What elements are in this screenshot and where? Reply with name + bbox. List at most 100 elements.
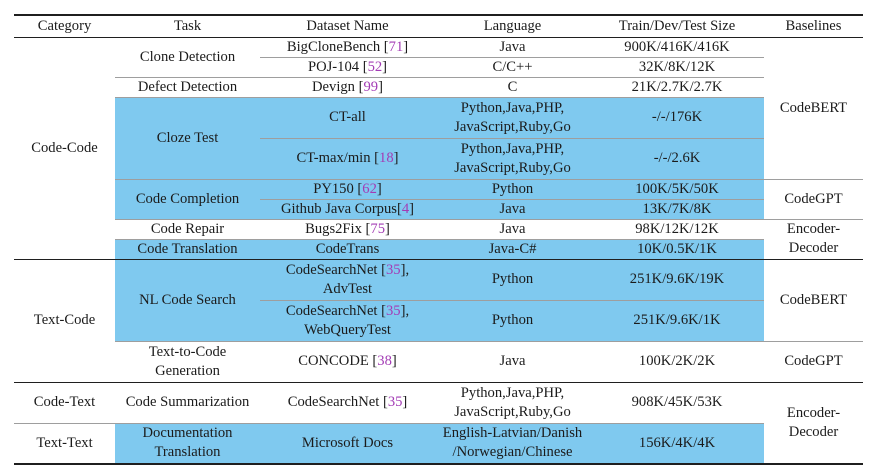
bracket: ], (400, 261, 410, 278)
task-clone-detection: Clone Detection (115, 37, 260, 77)
bracket: ] (403, 38, 409, 55)
citation-75[interactable]: 75 (370, 220, 385, 237)
bracket: ] (409, 200, 414, 217)
dataset-label: PY150 [ (313, 180, 363, 197)
baseline-codegpt: CodeGPT (764, 178, 863, 219)
table-row: POJ-104 [52] C/C++ 32K/8K/12K (14, 56, 863, 77)
size-cell: 13K/7K/8K (590, 198, 764, 219)
task-label: Clone Detection (139, 48, 236, 65)
dataset-concode: CONCODE [38] (260, 340, 435, 382)
size-cell: 100K/2K/2K (590, 340, 764, 382)
size-cell: 908K/45K/53K (590, 381, 764, 423)
dataset-ct-all: CT-all (260, 96, 435, 138)
task-nl-code-search: NL Code Search (115, 258, 260, 341)
language-cell: Python (435, 178, 590, 199)
table-row: Code Completion PY150 [62] Python 100K/5… (14, 178, 863, 219)
dataset-label: CT-max/min [ (296, 150, 380, 166)
baseline-codegpt: CodeGPT (764, 340, 863, 382)
benchmark-table: Category Task Dataset Name Language Trai… (14, 14, 863, 465)
bracket: ] (393, 150, 399, 166)
dataset-label: Bugs2Fix [ (305, 220, 371, 237)
task-text-to-code-generation: Text-to-Code Generation (115, 340, 260, 382)
table-row: Code Repair Bugs2Fix [75] Java 98K/12K/1… (14, 218, 863, 259)
size-cell: 100K/5K/50K (590, 178, 764, 199)
header-row: Category Task Dataset Name Language Trai… (14, 15, 863, 38)
dataset-label: BigCloneBench [ (286, 38, 389, 55)
language-cell: Python,Java,PHP, JavaScript,Ruby,Go (435, 381, 590, 423)
table-row: Code-Code Clone Detection BigCloneBench … (14, 37, 863, 156)
language-cell: Java (435, 218, 590, 239)
language-cell: Python,Java,PHP, JavaScript,Ruby,Go (435, 96, 590, 138)
baseline-codebert: CodeBERT (764, 258, 863, 341)
dataset-poj104: POJ-104 [52] (260, 56, 435, 77)
dataset-codesearchnet: CodeSearchNet [35] (260, 381, 435, 423)
dataset-codesearchnet-webquerytest: CodeSearchNet [35], WebQueryTest (260, 299, 435, 341)
table-row: Text-to-Code Generation CONCODE [38] Java… (14, 340, 863, 382)
citation-99[interactable]: 99 (363, 78, 379, 95)
size-cell: 98K/12K/12K (590, 218, 764, 239)
dataset-bigclonebench: BigCloneBench [71] (260, 37, 435, 57)
dataset-ct-maxmin: CT-max/min [18] (260, 137, 435, 179)
language-cell: C (435, 76, 590, 97)
dataset-label: CodeSearchNet [ (287, 394, 388, 410)
bracket: ] (378, 78, 383, 95)
language-cell: English-Latvian/Danish/Norwegian/Chinese (435, 422, 590, 464)
task-code-summarization: Code Summarization (115, 381, 260, 423)
size-cell: 251K/9.6K/19K (590, 258, 764, 300)
category-code-code: Code-Code (31, 139, 98, 156)
task-defect-detection: Defect Detection (115, 76, 260, 97)
dataset-py150: PY150 [62] (260, 178, 435, 199)
language-cell: Python (435, 258, 590, 300)
citation-35[interactable]: 35 (385, 302, 401, 319)
citation-4[interactable]: 4 (401, 200, 410, 217)
category-text-text: Text-Text (14, 422, 115, 464)
column-header-category: Category (14, 15, 115, 38)
column-header-baselines: Baselines (764, 15, 863, 38)
citation-35[interactable]: 35 (385, 261, 401, 278)
bracket: ] (385, 220, 390, 237)
language-cell: Python,Java,PHP, JavaScript,Ruby,Go (435, 137, 590, 179)
dataset-bugs2fix: Bugs2Fix [75] (260, 218, 435, 239)
citation-18[interactable]: 18 (379, 150, 394, 166)
citation-71[interactable]: 71 (388, 38, 404, 55)
column-header-size: Train/Dev/Test Size (590, 15, 764, 38)
dataset-label: Github Java Corpus[ (281, 200, 402, 217)
table-row: CodeSearchNet [35], WebQueryTest Python 2… (14, 299, 863, 341)
task-code-repair: Code Repair (115, 218, 260, 239)
language-cell: Java (435, 198, 590, 219)
bracket: ] (382, 58, 388, 75)
citation-62[interactable]: 62 (362, 180, 377, 197)
dataset-codetrans: CodeTrans (260, 238, 435, 259)
dataset-devign: Devign [99] (260, 76, 435, 97)
task-code-completion: Code Completion (115, 178, 260, 219)
size-cell: 21K/2.7K/2.7K (590, 76, 764, 97)
bracket: ] (391, 353, 397, 369)
baseline-encoder-decoder: Encoder- Decoder (764, 218, 863, 259)
baseline-encoder-decoder: Encoder- Decoder (764, 381, 863, 464)
language-cell: Python (435, 299, 590, 341)
task-code-translation: Code Translation (115, 238, 260, 259)
bracket: ], (400, 302, 410, 319)
table-row: Text-Text Documentation Translation Micro… (14, 422, 863, 464)
size-cell: 10K/0.5K/1K (590, 238, 764, 259)
dataset-microsoft-docs: Microsoft Docs (260, 422, 435, 464)
category-text-code: Text-Code (14, 258, 115, 382)
category-code-text: Code-Text (14, 381, 115, 423)
dataset-label: Devign [ (312, 78, 364, 95)
citation-38[interactable]: 38 (377, 353, 392, 369)
size-cell: 251K/9.6K/1K (590, 299, 764, 341)
citation-35[interactable]: 35 (387, 394, 403, 410)
table-row: Code-Text Code Summarization CodeSearchN… (14, 381, 863, 464)
size-cell: 32K/8K/12K (590, 56, 764, 77)
task-cloze-test: Cloze Test (115, 96, 260, 179)
language-cell: Java (499, 38, 526, 55)
citation-52[interactable]: 52 (367, 58, 383, 75)
bracket: ] (402, 394, 408, 410)
table-row: Github Java Corpus[4] Java 13K/7K/8K (14, 198, 863, 219)
bracket: ] (376, 180, 382, 197)
size-cell: 156K/4K/4K (590, 422, 764, 464)
column-header-language: Language (435, 15, 590, 38)
dataset-label: CONCODE [ (298, 353, 378, 369)
language-cell: Java-C# (435, 238, 590, 259)
